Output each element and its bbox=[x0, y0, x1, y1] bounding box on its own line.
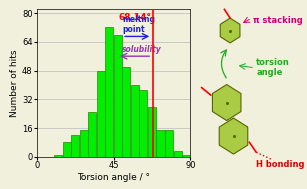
Text: 68.14°: 68.14° bbox=[119, 13, 151, 22]
Bar bbox=[139, 90, 147, 157]
Bar bbox=[71, 135, 79, 157]
Bar bbox=[157, 130, 165, 157]
Bar bbox=[97, 70, 105, 157]
Text: π stacking: π stacking bbox=[253, 16, 303, 25]
Bar bbox=[105, 27, 113, 157]
Bar bbox=[122, 67, 130, 157]
Bar bbox=[148, 107, 156, 157]
Bar bbox=[80, 130, 88, 157]
Bar bbox=[165, 130, 173, 157]
Text: torsion
angle: torsion angle bbox=[256, 58, 290, 77]
Polygon shape bbox=[219, 118, 248, 154]
Bar bbox=[54, 155, 62, 157]
Text: H bonding: H bonding bbox=[256, 160, 305, 169]
Bar bbox=[131, 85, 139, 157]
Bar bbox=[182, 155, 190, 157]
X-axis label: Torsion angle / °: Torsion angle / ° bbox=[77, 173, 150, 182]
Polygon shape bbox=[220, 18, 240, 43]
Bar bbox=[114, 35, 122, 157]
Y-axis label: Number of hits: Number of hits bbox=[10, 49, 19, 117]
Bar bbox=[173, 151, 181, 157]
Polygon shape bbox=[212, 84, 241, 121]
Text: melting
point: melting point bbox=[122, 15, 155, 34]
Bar bbox=[63, 143, 71, 157]
Bar bbox=[88, 112, 96, 157]
Text: solubility: solubility bbox=[122, 45, 162, 54]
